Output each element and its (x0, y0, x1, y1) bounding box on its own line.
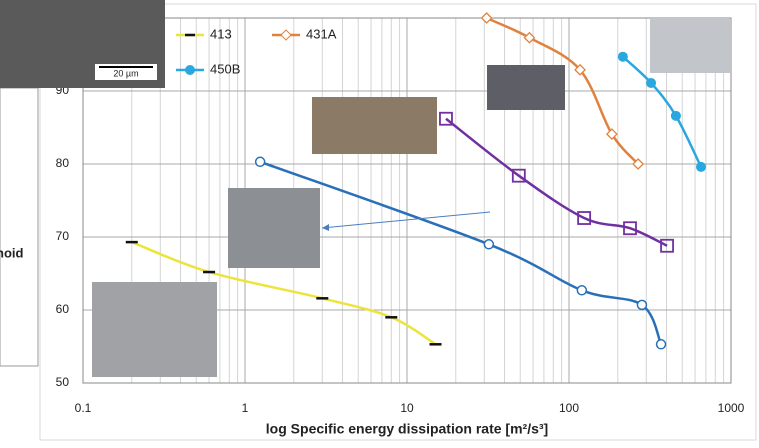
x-tick-label: 1000 (718, 401, 745, 415)
x-axis-label: log Specific energy dissipation rate [m²… (266, 421, 548, 437)
marker (657, 340, 666, 349)
y-tick-label: 70 (56, 229, 70, 243)
marker (577, 286, 586, 295)
photo (312, 97, 437, 154)
legend-label: 413 (210, 26, 232, 41)
x-tick-label: 1 (242, 401, 249, 415)
marker (256, 157, 265, 166)
legend-label: 431A (306, 26, 337, 41)
marker (637, 300, 646, 309)
legend-marker (185, 65, 195, 75)
chart: 0.111010010005060708090413431A450B log S… (0, 0, 759, 443)
photo (650, 18, 730, 73)
side-panel (0, 88, 38, 366)
legend-label: 450B (210, 61, 240, 76)
x-tick-label: 0.1 (75, 401, 92, 415)
marker (484, 240, 493, 249)
marker (671, 111, 681, 121)
photo (228, 188, 320, 268)
side-panel-text: noid (0, 245, 23, 260)
photo (487, 65, 565, 110)
marker (618, 52, 628, 62)
y-tick-label: 80 (56, 156, 70, 170)
y-tick-label: 60 (56, 302, 70, 316)
marker (646, 78, 656, 88)
photo (92, 282, 217, 377)
scale-bar-label: 20 µm (113, 68, 138, 78)
y-tick-label: 50 (56, 375, 70, 389)
x-tick-label: 100 (559, 401, 579, 415)
marker (696, 162, 706, 172)
x-tick-label: 10 (400, 401, 414, 415)
